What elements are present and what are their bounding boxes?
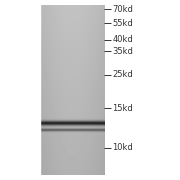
Text: 55kd: 55kd bbox=[112, 19, 133, 28]
Text: 40kd: 40kd bbox=[112, 35, 133, 44]
Text: 25kd: 25kd bbox=[112, 70, 133, 79]
Text: 35kd: 35kd bbox=[112, 47, 133, 56]
Text: 15kd: 15kd bbox=[112, 103, 133, 112]
Text: 10kd: 10kd bbox=[112, 143, 133, 152]
Bar bbox=[0, 0, 40, 180]
Text: 70kd: 70kd bbox=[112, 4, 133, 14]
